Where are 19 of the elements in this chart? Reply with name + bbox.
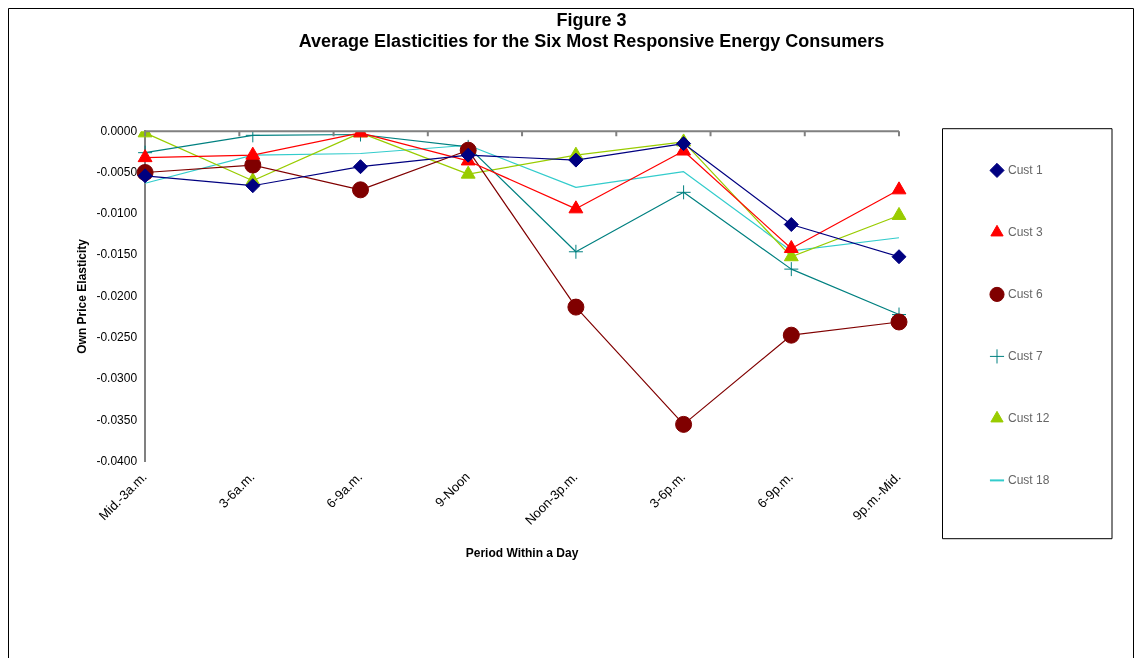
text: Average Elasticities for the Six Most Responsive Energy Consumers	[298, 31, 885, 52]
x-axis-title: Period Within a Day	[465, 546, 579, 561]
y-tick-label: -0.0300	[96, 371, 138, 386]
y-tick-label: -0.0400	[96, 453, 138, 468]
y-axis-title: Own Price Elasticity	[74, 238, 89, 354]
y-tick-label: -0.0150	[96, 247, 138, 262]
y-tick-label: -0.0350	[96, 412, 138, 427]
y-tick-label: -0.0100	[96, 206, 138, 221]
y-tick-label: -0.0050	[96, 164, 138, 179]
legend-label: Cust 12	[1008, 410, 1050, 425]
legend-label: Cust 18	[1008, 472, 1050, 487]
legend-label: Cust 1	[1008, 162, 1044, 177]
text: Figure 3	[556, 9, 627, 30]
legend-label: Cust 6	[1008, 286, 1044, 301]
y-tick-label: 0.0000	[100, 123, 138, 138]
y-tick-label: -0.0200	[96, 288, 138, 303]
legend-label: Cust 7	[1008, 348, 1044, 363]
y-tick-label: -0.0250	[96, 329, 138, 344]
legend-label: Cust 3	[1008, 224, 1044, 239]
